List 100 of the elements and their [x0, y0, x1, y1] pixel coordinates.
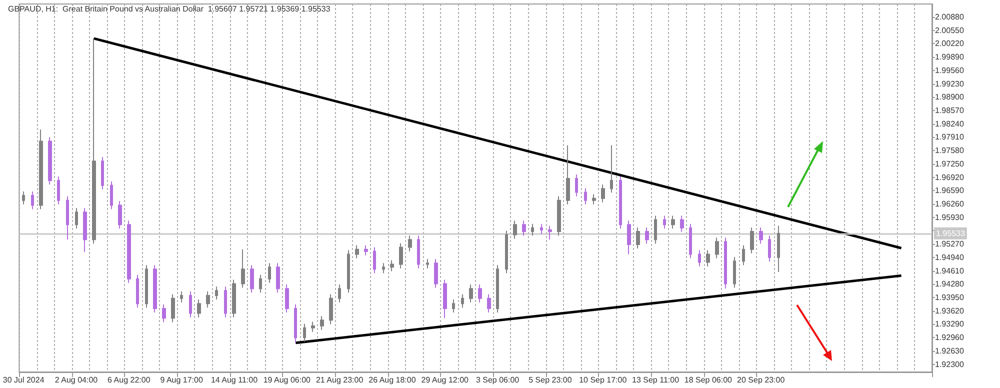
candlestick: [259, 274, 262, 294]
candlestick: [645, 226, 649, 244]
candlestick: [698, 250, 701, 267]
y-tick-label: 1.99560: [935, 66, 964, 75]
candlestick: [329, 294, 333, 325]
x-tick-label: 6 Aug 22:00: [108, 376, 151, 384]
candlestick: [592, 194, 596, 205]
y-tick-label: 2.00220: [935, 39, 964, 48]
candlestick: [671, 215, 675, 230]
candlestick: [627, 220, 631, 255]
candlestick: [663, 215, 666, 230]
candlestick: [584, 188, 587, 205]
candlestick: [478, 284, 482, 303]
candlestick: [250, 264, 254, 294]
y-tick-label: 1.96920: [935, 172, 964, 182]
candlestick: [338, 284, 341, 303]
x-tick-label: 30 Jul 2024: [2, 376, 45, 384]
candlestick: [399, 242, 403, 269]
candlestick: [443, 279, 447, 319]
candlestick: [566, 144, 570, 205]
x-tick-label: 10 Sep 17:00: [579, 376, 628, 384]
candlestick: [575, 174, 578, 197]
y-tick-label: 1.96260: [935, 199, 964, 208]
y-tick-label: 1.99890: [935, 52, 964, 62]
candlestick: [715, 237, 719, 259]
candlestick: [31, 190, 34, 210]
candlestick: [268, 262, 271, 284]
candlestick: [636, 226, 640, 250]
candlestick: [57, 176, 60, 205]
candlestick: [654, 215, 657, 244]
candlestick: [180, 290, 183, 303]
candlestick: [171, 294, 175, 323]
candlestick: [601, 184, 605, 203]
y-tick-label: 1.92960: [935, 333, 964, 342]
candlestick: [619, 176, 622, 230]
x-tick-label: 2 Aug 04:00: [54, 376, 98, 384]
candlestick: [311, 321, 315, 332]
candlestick: [452, 299, 455, 313]
x-tick-label: 13 Sep 11:00: [632, 376, 680, 384]
candlestick: [777, 225, 780, 273]
candlestick: [127, 220, 131, 284]
candlestick: [294, 304, 297, 344]
candlestick: [347, 250, 350, 294]
candlestick: [101, 156, 104, 190]
candlestick: [382, 262, 385, 274]
candlestick: [487, 294, 491, 313]
candlestick: [610, 144, 613, 194]
candlestick: [285, 284, 289, 313]
x-tick-label: 26 Aug 18:00: [368, 376, 416, 384]
y-tick-label: 1.93290: [935, 320, 964, 329]
candlestick: [373, 246, 376, 274]
candlestick: [364, 244, 368, 256]
candlestick: [22, 190, 25, 205]
candlestick: [469, 284, 473, 303]
y-tick-label: 1.95270: [935, 240, 964, 249]
y-tick-label: 1.95930: [935, 212, 964, 222]
x-tick-label: 3 Sep 06:00: [476, 376, 520, 384]
y-tick-label: 1.97250: [935, 159, 964, 168]
candlestick: [75, 208, 78, 230]
candlestick: [496, 264, 499, 313]
candlestick: [733, 256, 736, 288]
candlestick: [522, 220, 526, 236]
x-tick-label: 19 Aug 06:00: [263, 376, 312, 384]
y-tick-label: 1.94610: [935, 266, 964, 276]
candlestick: [531, 223, 534, 236]
candlestick: [162, 304, 166, 323]
x-tick-label: 29 Aug 12:00: [421, 376, 470, 384]
candlestick: [232, 279, 236, 318]
y-tick-label: 1.98570: [935, 106, 964, 115]
candlestick: [153, 264, 157, 313]
candlestick: [461, 294, 464, 308]
candlestick: [276, 262, 280, 294]
y-tick-label: 2.00550: [935, 26, 964, 35]
y-tick-label: 1.98240: [935, 119, 964, 128]
candlestick: [39, 129, 43, 210]
y-tick-label: 1.94280: [935, 280, 964, 289]
candlestick: [66, 196, 69, 240]
x-tick-label: 21 Aug 23:00: [316, 376, 364, 384]
candlestick: [110, 180, 113, 210]
candlestick: [742, 244, 745, 266]
candlestick: [215, 286, 218, 300]
candlestick: [241, 248, 245, 288]
candlestick: [750, 226, 754, 254]
candlestick: [92, 38, 96, 244]
y-tick-label: 1.92300: [935, 360, 964, 369]
x-tick-label: 14 Aug 11:00: [210, 376, 258, 384]
y-tick-label: 1.94940: [935, 252, 964, 262]
candlestick: [118, 200, 122, 230]
x-tick-label: 20 Sep 23:00: [737, 376, 786, 384]
y-tick-label: 2.00880: [935, 12, 964, 22]
candlestick: [48, 136, 52, 186]
candlestick: [206, 290, 210, 308]
candlestick: [768, 235, 771, 262]
y-tick-label: 1.97910: [935, 132, 964, 142]
candlestick: [224, 286, 227, 318]
candlestick: [724, 237, 727, 290]
candlestick: [136, 274, 139, 308]
candlestick: [680, 215, 684, 232]
y-tick-label: 1.93620: [935, 306, 964, 316]
candlestick: [426, 258, 429, 269]
